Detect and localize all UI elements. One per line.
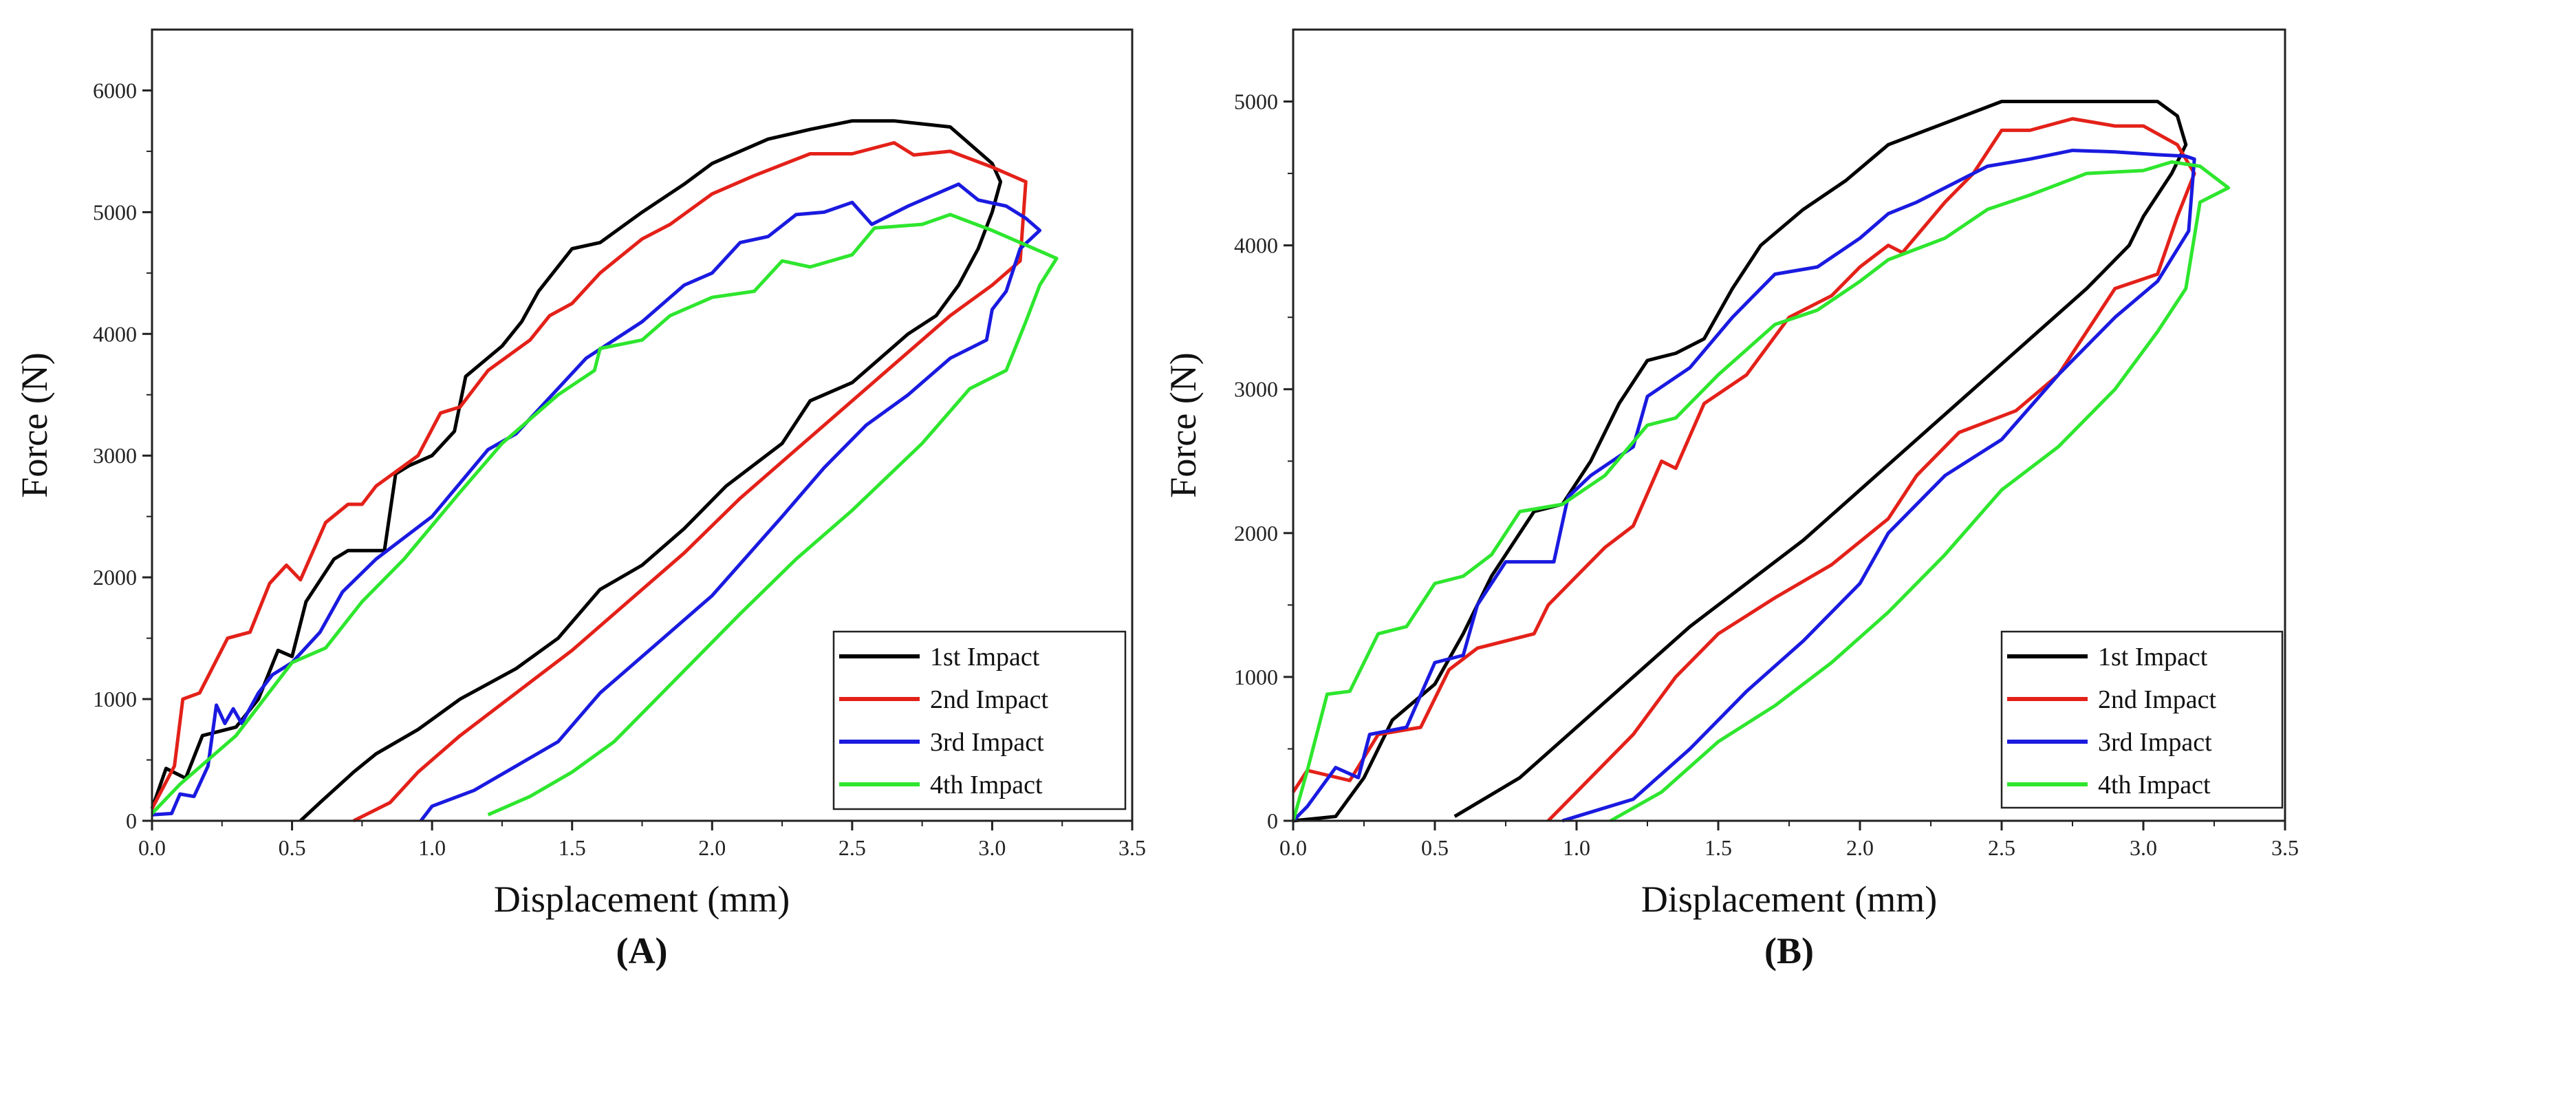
y-tick-label: 0 [126,808,137,833]
x-tick-label: 2.0 [698,835,726,860]
y-axis-title: Force (N) [1162,352,1204,497]
x-tick-label: 3.5 [2271,835,2299,860]
y-tick-label: 0 [1267,808,1278,833]
x-tick-label: 2.5 [838,835,866,860]
panel-label: (B) [1764,930,1814,971]
y-axis-title: Force (N) [14,352,55,497]
legend-box [832,630,1127,810]
x-tick-label: 1.0 [418,835,446,860]
x-tick-label: 2.0 [1846,835,1874,860]
legend-label: 4th Impact [930,771,1043,799]
series-line-2 [150,141,1028,823]
series-line-1 [1292,100,2188,823]
chart-panel-b: Displacement (mm) Force (N) (B) 0.0 0.5 1.… [1162,28,2299,971]
x-tick-label: 1.5 [1704,835,1732,860]
x-tick-label: 0.5 [1421,835,1449,860]
legend-label: 1st Impact [930,643,1040,671]
chart-panel-a: Displacement (mm) Force (N) (A) 0.0 0.5 1.… [14,28,1146,971]
x-tick-label: 3.0 [978,835,1006,860]
series-line-4 [1291,160,2231,823]
legend-label: 3rd Impact [2098,728,2212,757]
x-tick-label: 2.5 [1988,835,2015,860]
series-line-4 [151,213,1059,817]
legend-label: 4th Impact [2098,771,2211,799]
x-axis-title: Displacement (mm) [494,879,790,920]
y-tick-label: 2000 [1234,521,1278,546]
y-tick-label: 5000 [1234,89,1278,114]
x-tick-label: 0.0 [138,835,166,860]
x-tick-label: 0.0 [1279,835,1307,860]
legend: 1st Impact 2nd Impact 3rd Impact 4th Impact [2000,630,2284,809]
y-tick-label: 4000 [93,321,137,346]
x-axis-title: Displacement (mm) [1641,879,1937,920]
y-tick-label: 6000 [93,78,137,103]
series-line-3 [151,182,1042,822]
x-tick-label: 3.5 [1118,835,1146,860]
legend-label: 1st Impact [2098,643,2208,671]
legend: 1st Impact 2nd Impact 3rd Impact 4th Impact [832,630,1127,810]
y-tick-label: 1000 [1234,665,1278,689]
series-line-1 [150,119,1003,822]
panel-label: (A) [616,930,668,971]
y-tick-label: 3000 [93,443,137,468]
y-tick-label: 1000 [93,687,137,711]
legend-box [2000,630,2284,809]
y-tick-label: 3000 [1234,377,1278,402]
y-tick-label: 5000 [93,200,137,224]
x-tick-label: 1.0 [1563,835,1590,860]
x-tick-label: 3.0 [2130,835,2157,860]
y-tick-label: 2000 [93,565,137,590]
x-tick-label: 1.5 [559,835,586,860]
series-line-3 [1292,149,2196,823]
legend-label: 3rd Impact [930,728,1044,757]
legend-label: 2nd Impact [2098,685,2216,714]
x-tick-label: 0.5 [279,835,306,860]
legend-label: 2nd Impact [930,685,1048,714]
y-tick-label: 4000 [1234,233,1278,258]
